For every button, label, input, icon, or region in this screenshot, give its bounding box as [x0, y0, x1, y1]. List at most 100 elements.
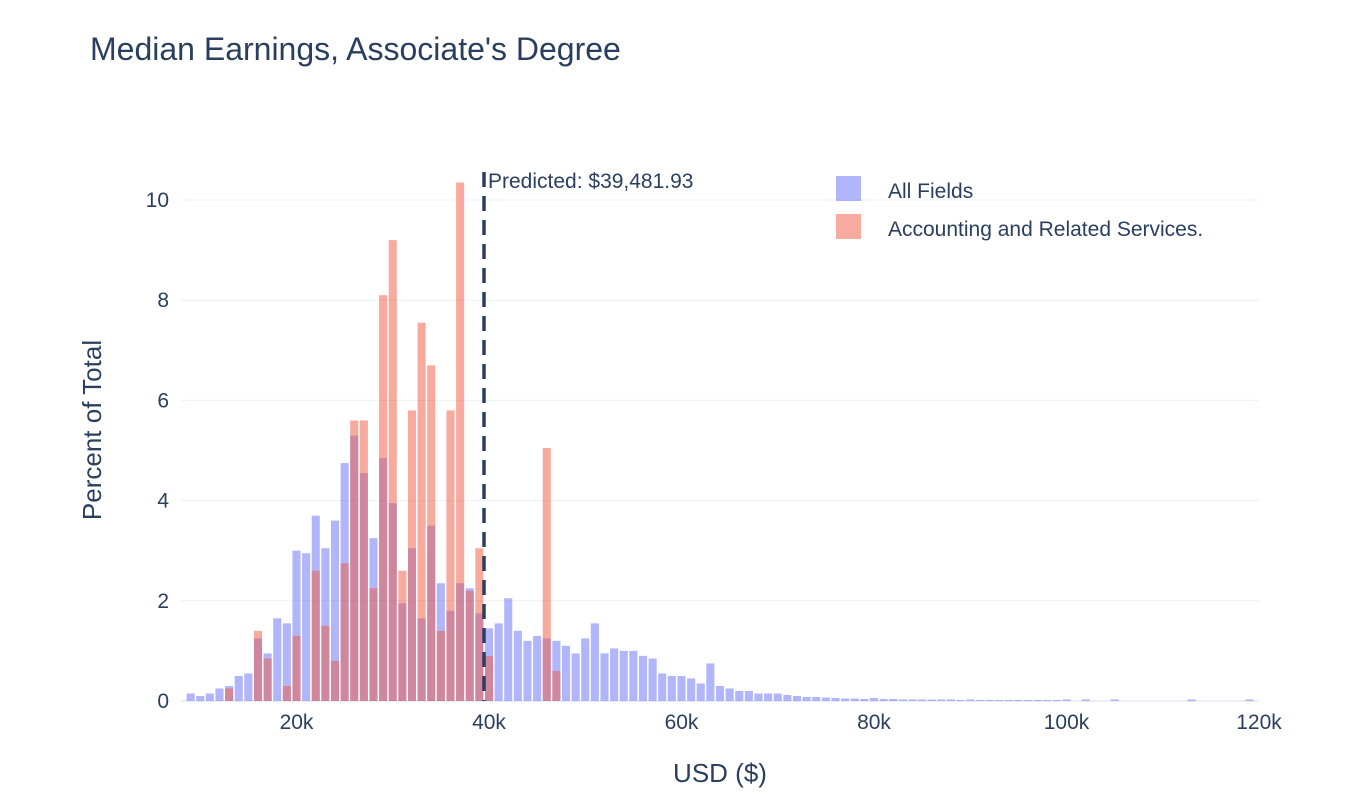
legend-item-all-fields[interactable]: All Fields: [836, 176, 973, 203]
bar[interactable]: [302, 553, 311, 701]
bar[interactable]: [725, 688, 734, 701]
bar[interactable]: [1014, 699, 1023, 701]
bar[interactable]: [1062, 699, 1071, 701]
bar[interactable]: [1033, 699, 1042, 701]
bar[interactable]: [350, 420, 359, 701]
bar[interactable]: [282, 623, 291, 701]
bar[interactable]: [1081, 699, 1090, 701]
bar[interactable]: [1043, 699, 1052, 701]
bar[interactable]: [1052, 699, 1061, 701]
bar[interactable]: [966, 699, 975, 701]
bar[interactable]: [1023, 699, 1033, 701]
bar[interactable]: [340, 563, 349, 701]
bar[interactable]: [821, 697, 830, 701]
bar[interactable]: [388, 240, 397, 701]
bar[interactable]: [841, 698, 850, 701]
bar[interactable]: [484, 655, 494, 701]
bar[interactable]: [879, 698, 888, 701]
bar[interactable]: [975, 699, 984, 701]
bar[interactable]: [253, 630, 263, 701]
bar[interactable]: [359, 420, 368, 701]
bar[interactable]: [764, 693, 773, 701]
bar[interactable]: [321, 548, 330, 701]
bar[interactable]: [908, 699, 917, 701]
bar[interactable]: [504, 598, 513, 701]
bar[interactable]: [552, 640, 561, 701]
bar[interactable]: [619, 650, 628, 701]
bar[interactable]: [552, 670, 561, 701]
bar[interactable]: [446, 410, 455, 701]
bar[interactable]: [687, 678, 696, 701]
bar[interactable]: [898, 699, 907, 701]
bar[interactable]: [1245, 699, 1254, 701]
bar[interactable]: [533, 635, 542, 701]
bar[interactable]: [792, 695, 802, 701]
bar[interactable]: [889, 698, 898, 701]
bar[interactable]: [263, 658, 272, 701]
bar[interactable]: [282, 685, 291, 701]
bar[interactable]: [561, 645, 571, 701]
bar[interactable]: [215, 688, 224, 701]
bar[interactable]: [311, 570, 320, 701]
bar[interactable]: [706, 663, 715, 701]
bar[interactable]: [234, 675, 243, 701]
bar[interactable]: [629, 650, 638, 701]
bar[interactable]: [1004, 699, 1013, 701]
bar[interactable]: [696, 683, 705, 701]
bar[interactable]: [831, 697, 840, 701]
bar[interactable]: [571, 653, 580, 701]
bar[interactable]: [995, 699, 1004, 701]
bar[interactable]: [812, 696, 821, 701]
bar[interactable]: [744, 690, 753, 701]
bar[interactable]: [417, 322, 426, 701]
bar[interactable]: [1110, 699, 1119, 701]
bar[interactable]: [773, 693, 782, 701]
bar[interactable]: [754, 693, 763, 701]
bar[interactable]: [494, 623, 503, 701]
bar[interactable]: [205, 693, 214, 701]
bar[interactable]: [398, 570, 407, 701]
bar[interactable]: [927, 699, 936, 701]
bar[interactable]: [523, 640, 532, 701]
bar[interactable]: [956, 699, 965, 701]
bar[interactable]: [292, 635, 301, 701]
bar[interactable]: [436, 630, 445, 701]
bar[interactable]: [667, 675, 676, 701]
bar[interactable]: [946, 699, 956, 701]
bar[interactable]: [918, 699, 927, 701]
bar[interactable]: [1187, 699, 1196, 701]
bar[interactable]: [321, 625, 330, 701]
bar[interactable]: [273, 618, 282, 701]
bar[interactable]: [225, 688, 234, 701]
bar[interactable]: [850, 698, 859, 701]
bar[interactable]: [427, 365, 436, 701]
bar[interactable]: [985, 699, 994, 701]
legend-item-accounting[interactable]: Accounting and Related Services.: [836, 214, 1203, 241]
bar[interactable]: [783, 694, 792, 701]
bar[interactable]: [937, 699, 946, 701]
bar[interactable]: [610, 648, 619, 701]
bar[interactable]: [369, 588, 378, 701]
bar[interactable]: [860, 698, 869, 701]
bar[interactable]: [677, 675, 686, 701]
bar[interactable]: [475, 548, 484, 701]
bar[interactable]: [244, 673, 253, 701]
bar[interactable]: [513, 630, 522, 701]
bar[interactable]: [802, 696, 811, 701]
bar[interactable]: [590, 623, 599, 701]
bar[interactable]: [330, 520, 340, 701]
bar[interactable]: [600, 653, 609, 701]
bar[interactable]: [196, 695, 205, 701]
bar[interactable]: [330, 660, 340, 701]
bar[interactable]: [581, 638, 590, 701]
bar[interactable]: [648, 658, 657, 701]
bar[interactable]: [379, 295, 388, 701]
bar[interactable]: [658, 673, 667, 701]
bar[interactable]: [407, 410, 417, 701]
bar[interactable]: [186, 693, 195, 701]
bar[interactable]: [638, 655, 648, 701]
bar[interactable]: [715, 685, 725, 701]
bar[interactable]: [456, 182, 465, 702]
bar[interactable]: [465, 590, 474, 701]
bar[interactable]: [869, 697, 879, 701]
